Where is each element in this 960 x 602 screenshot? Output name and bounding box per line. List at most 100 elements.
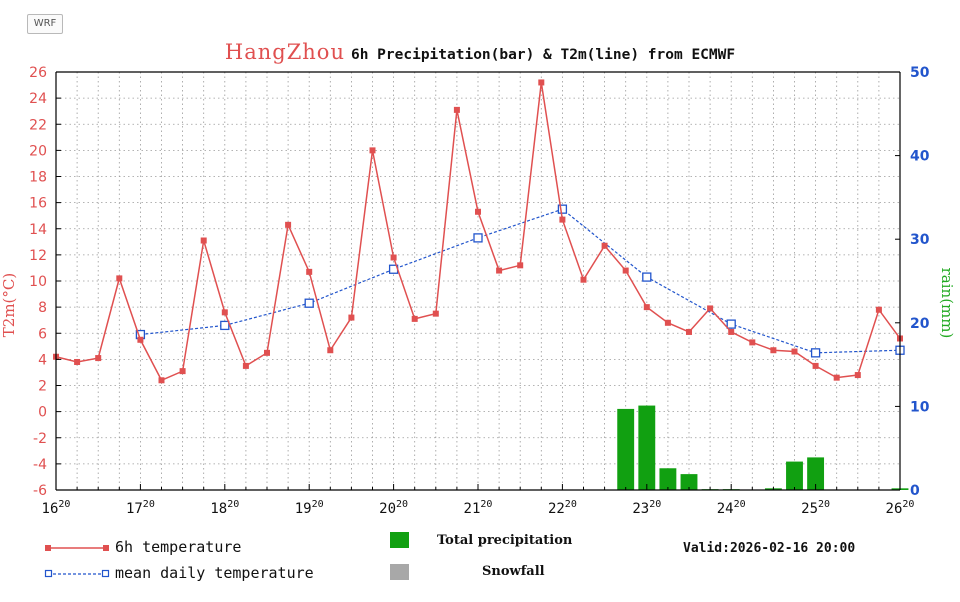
x-tick-label: 1920: [295, 499, 324, 517]
y-left-tick-label: 0: [38, 405, 47, 421]
temp-point: [749, 339, 756, 346]
y-left-tick-label: -2: [33, 431, 47, 447]
temp-point: [179, 368, 186, 375]
temp-point: [580, 276, 587, 283]
valid-time: Valid:2026-02-16 20:00: [683, 541, 856, 556]
temp-point: [812, 362, 819, 369]
y-left-tick-label: 4: [38, 352, 47, 368]
wrf-tag: WRF: [27, 14, 63, 34]
temp-point: [116, 275, 123, 282]
grid: [56, 72, 900, 490]
temp-point: [707, 305, 714, 312]
y-right-tick-label: 10: [910, 399, 930, 415]
y-right-tick-label: 30: [910, 232, 930, 248]
temp-point: [264, 349, 270, 356]
temp-point: [664, 319, 671, 326]
y-right-label: rain(mm): [938, 268, 956, 339]
temp-point: [643, 304, 650, 311]
mean-temp-series: [135, 204, 905, 358]
x-tick-label: 1820: [210, 499, 239, 517]
temp-point: [74, 358, 81, 365]
mean-temp-point: [220, 320, 230, 331]
y-left-tick-label: 26: [29, 65, 47, 81]
temp-point: [622, 267, 629, 274]
y-left-label: T2m(°C): [0, 273, 18, 337]
y-right-tick-label: 20: [910, 316, 930, 332]
temp-point: [833, 374, 840, 381]
mean-temp-point: [810, 348, 821, 358]
y-left-tick-label: 22: [29, 117, 47, 133]
legend-snow-swatch: [390, 564, 409, 580]
legend-mean-label: mean daily temperature: [115, 564, 314, 582]
y-left-tick-label: -6: [33, 483, 47, 499]
x-tick-label: 2620: [886, 499, 915, 517]
y-left-tick-label: 18: [29, 170, 47, 186]
mean-temp-point: [557, 204, 568, 214]
precip-bar: [786, 461, 803, 490]
temp-point: [200, 237, 207, 244]
temp-point: [285, 221, 292, 228]
legend-precip-label: Total precipitation: [437, 533, 573, 548]
legend-mean-symbol: [44, 569, 110, 578]
temp-point: [306, 268, 313, 275]
temp-point: [559, 216, 566, 223]
x-tick-label: 2320: [632, 499, 661, 517]
temp-point: [791, 348, 798, 355]
precip-bar: [807, 457, 825, 490]
y-left-tick-label: 2: [38, 379, 47, 395]
temp-point: [496, 267, 503, 274]
precip-bar: [638, 405, 656, 490]
y-right-tick-label: 40: [910, 149, 930, 165]
chart-title: HangZhou 6h Precipitation(bar) & T2m(line…: [0, 40, 960, 64]
precip-bar: [680, 474, 698, 490]
x-tick-label: 2020: [379, 499, 408, 517]
temp-point: [854, 372, 861, 379]
temp-point: [242, 362, 249, 369]
temp-point: [327, 347, 334, 354]
legend-temp-label: 6h temperature: [115, 538, 242, 556]
temp-point: [453, 106, 460, 113]
mean-temp-line: [140, 208, 901, 354]
mean-temp-point: [473, 233, 483, 243]
y-left-tick-label: 6: [38, 326, 47, 342]
legend-snow-label: Snowfall: [482, 564, 545, 579]
y-left-tick-label: -4: [33, 457, 47, 473]
y-right-tick-label: 0: [910, 483, 920, 499]
y-left-tick-label: 12: [29, 248, 47, 264]
precip-bars: [617, 405, 909, 491]
temp-point: [875, 306, 882, 313]
y-left-tick-label: 16: [29, 196, 47, 212]
y-left-tick-label: 24: [29, 91, 47, 107]
temp-point: [601, 242, 608, 249]
mean-temp-point: [642, 272, 652, 282]
y-right-tick-label: 50: [910, 65, 930, 81]
temp-point: [770, 347, 777, 354]
temp-point: [517, 262, 524, 269]
temp-point: [221, 309, 228, 316]
legend-temp-symbol: [45, 545, 109, 551]
x-tick-label: 1720: [126, 499, 155, 517]
temp-point: [369, 147, 376, 154]
temp-point: [686, 328, 692, 335]
legend-precip-swatch: [390, 532, 409, 548]
title-city: HangZhou: [224, 40, 345, 64]
y-left-tick-label: 20: [29, 143, 47, 159]
temp-point: [432, 310, 439, 317]
precip-bar: [617, 408, 635, 490]
y-left-tick-label: 10: [29, 274, 47, 290]
x-tick-label: 2420: [717, 499, 746, 517]
mean-temp-point: [304, 298, 314, 308]
temp-point: [390, 254, 397, 261]
mean-temp-point: [726, 319, 736, 329]
temp-point: [475, 208, 481, 215]
y-left-tick-label: 14: [29, 222, 47, 238]
x-tick-label: 1620: [42, 499, 71, 517]
precip-bar: [659, 468, 677, 490]
title-text: 6h Precipitation(bar) & T2m(line) from E…: [350, 47, 736, 63]
temp-point: [348, 314, 355, 321]
x-tick-label: 2520: [801, 499, 830, 517]
x-tick-label: 2220: [548, 499, 577, 517]
temp-point: [158, 377, 165, 384]
temp-point: [538, 79, 545, 86]
